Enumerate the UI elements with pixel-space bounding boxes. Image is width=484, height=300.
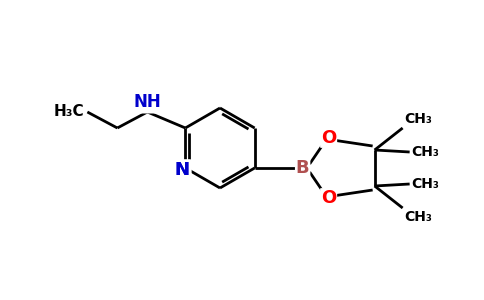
Text: H₃C: H₃C [54, 103, 84, 118]
Text: NH: NH [134, 93, 161, 111]
Text: NH: NH [134, 93, 161, 111]
Text: O: O [321, 129, 336, 147]
Text: CH₃: CH₃ [405, 210, 433, 224]
Text: B: B [296, 159, 309, 177]
Text: N: N [175, 161, 190, 179]
Text: CH₃: CH₃ [411, 145, 439, 159]
Text: N: N [175, 161, 190, 179]
Text: CH₃: CH₃ [411, 177, 439, 191]
Text: N: N [175, 161, 190, 179]
Text: CH₃: CH₃ [405, 112, 433, 126]
Text: O: O [321, 189, 336, 207]
